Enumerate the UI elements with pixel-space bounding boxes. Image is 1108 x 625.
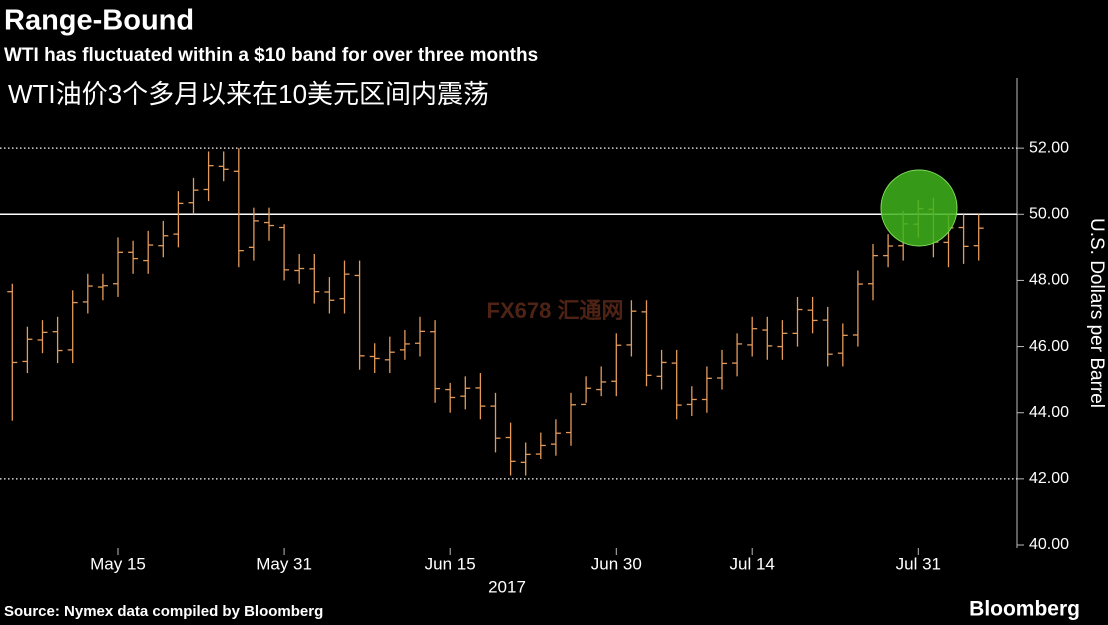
source: Source: Nymex data compiled by Bloomberg <box>4 603 323 620</box>
y-axis-label: U.S. Dollars per Barrel <box>1086 218 1107 408</box>
x-tick-label: Jun 30 <box>591 554 642 573</box>
watermark: FX678 汇通网 <box>487 298 624 323</box>
y-tick-label: 48.00 <box>1029 272 1069 289</box>
x-tick-label: Jun 15 <box>425 554 476 573</box>
x-sublabel: 2017 <box>488 577 526 596</box>
highlight-circle <box>880 169 958 247</box>
x-tick-label: Jul 14 <box>730 554 775 573</box>
y-tick-label: 46.00 <box>1029 338 1069 355</box>
y-tick-label: 52.00 <box>1029 139 1069 156</box>
x-tick-label: May 31 <box>256 554 312 573</box>
brand: Bloomberg <box>969 598 1080 621</box>
y-tick-label: 40.00 <box>1029 536 1069 553</box>
chart-subtitle-cn: WTI油价3个多月以来在10美元区间内震荡 <box>8 79 489 109</box>
chart-title: Range-Bound <box>4 5 194 37</box>
y-tick-label: 50.00 <box>1029 206 1069 223</box>
x-tick-label: May 15 <box>90 554 146 573</box>
x-tick-label: Jul 31 <box>896 554 941 573</box>
y-tick-label: 42.00 <box>1029 470 1069 487</box>
y-tick-label: 44.00 <box>1029 404 1069 421</box>
chart-subtitle: WTI has fluctuated within a $10 band for… <box>4 45 538 66</box>
